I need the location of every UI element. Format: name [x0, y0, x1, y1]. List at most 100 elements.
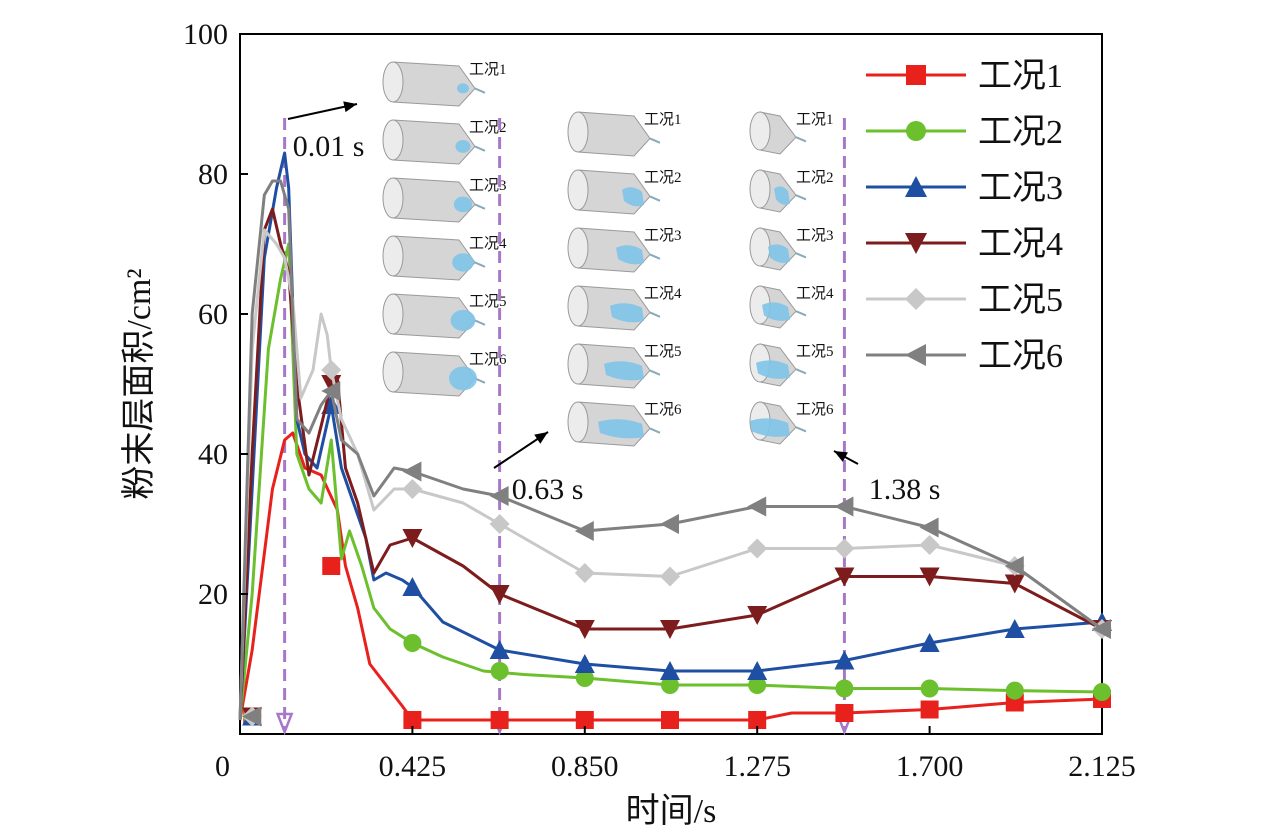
- time-marker-arrowhead: [275, 712, 294, 736]
- annotation-arrowhead: [834, 451, 848, 462]
- inset-label: 工况1: [469, 61, 507, 78]
- time-annotation-label: 0.01 s: [293, 130, 365, 163]
- cylinder-end: [382, 61, 404, 103]
- inset-cylinder: 工况2: [749, 169, 834, 213]
- data-point: [402, 479, 423, 499]
- inset-cylinder: 工况1: [749, 111, 834, 155]
- data-point: [1004, 556, 1024, 576]
- cylinder-end: [567, 169, 589, 211]
- series-line: [238, 179, 1103, 721]
- inset-cylinder: 工况2: [567, 169, 682, 215]
- nozzle: [649, 137, 661, 144]
- data-point: [835, 679, 854, 698]
- legend: 工况1 工况2 工况3 工况4 工况5 工况6: [866, 58, 1063, 375]
- annotation-arrowhead: [534, 432, 548, 444]
- data-point: [489, 640, 510, 659]
- inset-cylinder: 工况6: [382, 351, 507, 397]
- y-tick-label: 80: [198, 158, 228, 191]
- series-line: [238, 228, 1103, 721]
- inset-cylinder: 工况6: [567, 401, 682, 447]
- data-point: [834, 538, 855, 559]
- powder-blob: [453, 196, 473, 213]
- inset-cylinder: 工况4: [382, 235, 507, 281]
- nozzle: [474, 145, 486, 152]
- inset-thumbnails: 工况1 工况2 工况3 工况4 工况5 工况6 工况1 工况2 工况3 工况4 工况5 工况6 工况1 工…: [382, 61, 834, 447]
- inset-label: 工况2: [644, 169, 682, 186]
- cylinder-end: [567, 111, 589, 153]
- legend-marker: [906, 65, 926, 85]
- inset-cylinder: 工况6: [749, 401, 834, 445]
- annotation-arrows: 0.01 s 0.63 s 1.38 s: [287, 101, 941, 506]
- data-point: [748, 676, 767, 694]
- data-point: [919, 633, 940, 652]
- data-point: [402, 529, 423, 548]
- inset-cylinder: 工况1: [567, 111, 682, 157]
- powder-blob: [457, 83, 469, 94]
- x-tick-label: 1.700: [896, 750, 964, 783]
- data-point: [574, 620, 595, 639]
- inset-label: 工况5: [796, 343, 834, 360]
- data-point: [660, 676, 679, 694]
- inset-cylinder: 工况4: [749, 285, 834, 329]
- data-point: [490, 711, 509, 729]
- y-tick-label: 40: [198, 438, 228, 471]
- cylinder-end: [382, 235, 404, 277]
- nozzle: [649, 195, 661, 202]
- legend-marker: [905, 233, 927, 254]
- powder-layer: [750, 418, 790, 437]
- nozzle: [474, 87, 486, 94]
- data-point: [834, 496, 854, 517]
- inset-label: 工况3: [469, 177, 507, 194]
- inset-cylinder: 工况5: [567, 343, 682, 389]
- nozzle: [795, 252, 807, 259]
- y-tick-label: 60: [198, 298, 228, 331]
- data-point: [242, 706, 262, 727]
- legend-marker: [906, 121, 926, 141]
- nozzle: [795, 368, 807, 375]
- axis-ticks: 0 0.425 0.850 1.275 1.700 2.125 20 40 60 80 100: [183, 18, 1136, 783]
- time-annotation-label: 1.38 s: [869, 473, 941, 506]
- inset-label: 工况3: [644, 227, 682, 244]
- powder-blob: [449, 366, 477, 391]
- data-point: [919, 517, 939, 538]
- legend-label: 工况4: [978, 226, 1063, 263]
- inset-cylinder: 工况4: [567, 285, 682, 331]
- inset-cylinder: 工况5: [749, 343, 834, 387]
- nozzle: [649, 311, 661, 318]
- data-point: [834, 650, 855, 670]
- series-line: [238, 431, 1103, 722]
- data-point: [1004, 619, 1025, 638]
- cylinder-end: [749, 169, 771, 209]
- data-point: [659, 661, 680, 680]
- nozzle: [795, 136, 807, 143]
- powder-layer: [610, 303, 644, 323]
- powder-blob: [452, 253, 474, 272]
- powder-layer: [762, 302, 790, 321]
- powder-layer: [756, 360, 790, 379]
- data-point: [1005, 681, 1024, 700]
- cylinder-end: [749, 227, 771, 267]
- legend-marker: [905, 344, 926, 366]
- inset-label: 工况6: [644, 401, 682, 418]
- data-point: [659, 514, 679, 534]
- time-annotation-label: 0.63 s: [512, 473, 584, 506]
- powder-blob: [450, 309, 476, 331]
- inset-cylinder: 工况5: [382, 293, 507, 339]
- cylinder-end: [567, 227, 589, 269]
- cylinder-end: [382, 119, 404, 161]
- powder-blob: [455, 139, 471, 153]
- data-point: [322, 557, 341, 575]
- data-point: [660, 711, 679, 729]
- nozzle: [795, 194, 807, 201]
- nozzle: [474, 319, 486, 326]
- inset-cylinder: 工况3: [567, 227, 682, 273]
- data-point: [321, 375, 342, 394]
- inset-label: 工况4: [644, 285, 682, 302]
- nozzle: [474, 261, 486, 268]
- data-point: [321, 360, 342, 380]
- x-tick-label: 0: [215, 750, 230, 783]
- series-line: [238, 207, 1103, 721]
- nozzle: [474, 203, 486, 210]
- inset-label: 工况1: [796, 111, 834, 128]
- cylinder-body: [577, 111, 651, 157]
